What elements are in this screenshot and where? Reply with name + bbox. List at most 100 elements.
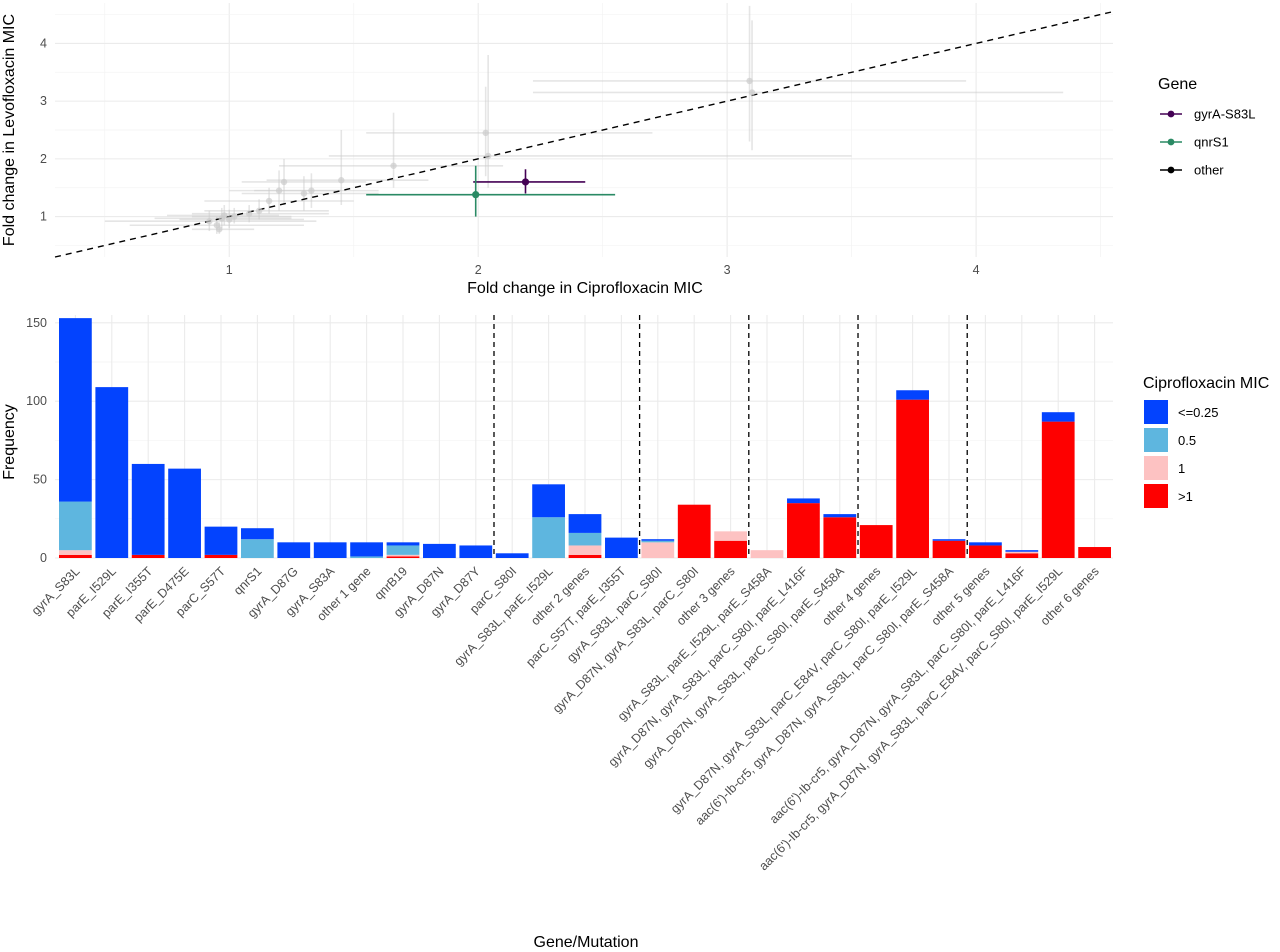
bar-panel: 0 50 100 150 gyrA_S83LparE_I529LparE_I355Tp… bbox=[1, 315, 1113, 951]
scatter-point bbox=[338, 177, 345, 184]
bar-segment bbox=[59, 550, 92, 555]
bar-stack bbox=[532, 484, 565, 558]
scatter-point bbox=[300, 190, 308, 197]
bar-segment bbox=[1041, 421, 1075, 558]
bar-stack bbox=[423, 543, 456, 558]
scatter-x-tick-label: 2 bbox=[475, 263, 482, 277]
scatter-y-tick-label: 1 bbox=[40, 210, 47, 224]
bar-stack bbox=[896, 390, 929, 558]
bar-segment bbox=[1078, 547, 1111, 558]
scatter-panel: 1 2 3 4 1 2 3 4 Fold change in Ciprofloxacin M… bbox=[1, 3, 1114, 297]
scatter-y-axis-title: Fold change in Levofloxacin MIC bbox=[1, 14, 18, 246]
bar-stack bbox=[969, 542, 1002, 558]
gene-legend-key-point bbox=[1167, 166, 1175, 174]
bar-y-tick-label: 150 bbox=[26, 316, 47, 330]
mic-legend-title: Ciprofloxacin MIC bbox=[1143, 375, 1269, 392]
gene-legend-entries: gyrA-S83L qnrS1 other bbox=[1160, 107, 1255, 178]
bar-stack bbox=[277, 542, 311, 558]
bar-segment bbox=[1041, 412, 1075, 422]
gene-legend-entry: qnrS1 bbox=[1160, 135, 1229, 150]
bar-stack bbox=[750, 550, 784, 558]
scatter-point bbox=[206, 218, 213, 225]
gene-legend: Gene gyrA-S83L qnrS1 other bbox=[1158, 76, 1255, 178]
bar-segment bbox=[896, 399, 929, 558]
bar-stack bbox=[350, 542, 383, 558]
bar-segment bbox=[823, 517, 857, 558]
bar-segment bbox=[495, 553, 529, 558]
bar-stack bbox=[313, 542, 347, 558]
bar-segment bbox=[714, 540, 747, 558]
scatter-y-tick-label: 3 bbox=[40, 94, 47, 108]
bar-stack bbox=[1078, 547, 1111, 558]
bar-segment bbox=[386, 554, 420, 557]
scatter-point bbox=[472, 191, 480, 199]
gene-legend-entry: other bbox=[1160, 163, 1224, 178]
bar-segment bbox=[568, 532, 602, 546]
bar-segment bbox=[641, 542, 675, 558]
scatter-x-tick-labels: 1 2 3 4 bbox=[226, 263, 980, 277]
scatter-y-tick-label: 2 bbox=[40, 152, 47, 166]
bar-segment bbox=[241, 528, 274, 540]
scatter-point bbox=[245, 210, 253, 217]
gene-legend-title: Gene bbox=[1158, 76, 1197, 93]
mic-legend-key bbox=[1144, 428, 1168, 452]
bar-segment bbox=[59, 554, 92, 558]
bar-segment bbox=[932, 540, 966, 558]
scatter-point bbox=[255, 207, 263, 215]
scatter-point bbox=[482, 129, 489, 137]
bar-segment bbox=[896, 390, 929, 400]
bar-segment bbox=[969, 545, 1002, 558]
bar-segment bbox=[59, 501, 92, 551]
bar-stack bbox=[204, 526, 238, 558]
mic-legend-label: 0.5 bbox=[1178, 433, 1196, 448]
bar-stack bbox=[168, 468, 201, 558]
scatter-point bbox=[226, 216, 233, 223]
bar-segment bbox=[641, 540, 675, 543]
scatter-points bbox=[206, 77, 756, 233]
bar-y-axis-title: Frequency bbox=[1, 404, 18, 480]
bar-segment bbox=[568, 545, 602, 555]
bar-segment bbox=[532, 484, 565, 518]
bar-stack bbox=[932, 539, 966, 558]
bar-segment bbox=[131, 554, 165, 558]
bar-segment bbox=[568, 554, 602, 558]
bar-segment bbox=[714, 531, 747, 541]
bar-stack bbox=[95, 387, 129, 558]
bar-segment bbox=[459, 545, 493, 558]
bar-stack bbox=[1041, 412, 1075, 558]
mic-legend-entry: >1 bbox=[1144, 484, 1193, 508]
bar-segment bbox=[1005, 550, 1039, 552]
bar-stack bbox=[131, 463, 165, 558]
scatter-x-axis-title: Fold change in Ciprofloxacin MIC bbox=[467, 280, 703, 297]
bar-segment bbox=[168, 468, 201, 558]
bar-segment bbox=[532, 517, 565, 558]
bar-segment bbox=[204, 526, 238, 555]
bar-stack bbox=[495, 553, 529, 558]
scatter-point bbox=[484, 152, 492, 160]
mic-legend-entry: 1 bbox=[1144, 456, 1185, 480]
scatter-point bbox=[221, 212, 228, 219]
gene-legend-label: other bbox=[1194, 163, 1224, 178]
mic-legend-label: 1 bbox=[1178, 461, 1185, 476]
gene-legend-key-point bbox=[1167, 138, 1175, 146]
bar-stack bbox=[823, 514, 857, 558]
mic-legend-label: <=0.25 bbox=[1178, 405, 1219, 420]
bar-segment bbox=[241, 539, 274, 558]
bar-stack bbox=[241, 528, 274, 558]
bar-segment bbox=[969, 542, 1002, 546]
scatter-point bbox=[275, 187, 283, 194]
scatter-point bbox=[231, 213, 238, 220]
bar-segment bbox=[641, 539, 675, 541]
scatter-y-tick-labels: 1 2 3 4 bbox=[40, 36, 47, 223]
gene-legend-entry: gyrA-S83L bbox=[1160, 107, 1255, 122]
bar-segment bbox=[386, 542, 420, 546]
bar-stack bbox=[859, 525, 893, 558]
scatter-point bbox=[265, 197, 273, 205]
bar-segment bbox=[423, 543, 456, 558]
bar-y-tick-label: 50 bbox=[33, 473, 47, 487]
scatter-x-tick-label: 3 bbox=[724, 263, 731, 277]
mic-legend-entries: <=0.25 0.5 1 >1 bbox=[1144, 400, 1219, 508]
scatter-point bbox=[390, 162, 397, 169]
scatter-point bbox=[521, 178, 530, 186]
